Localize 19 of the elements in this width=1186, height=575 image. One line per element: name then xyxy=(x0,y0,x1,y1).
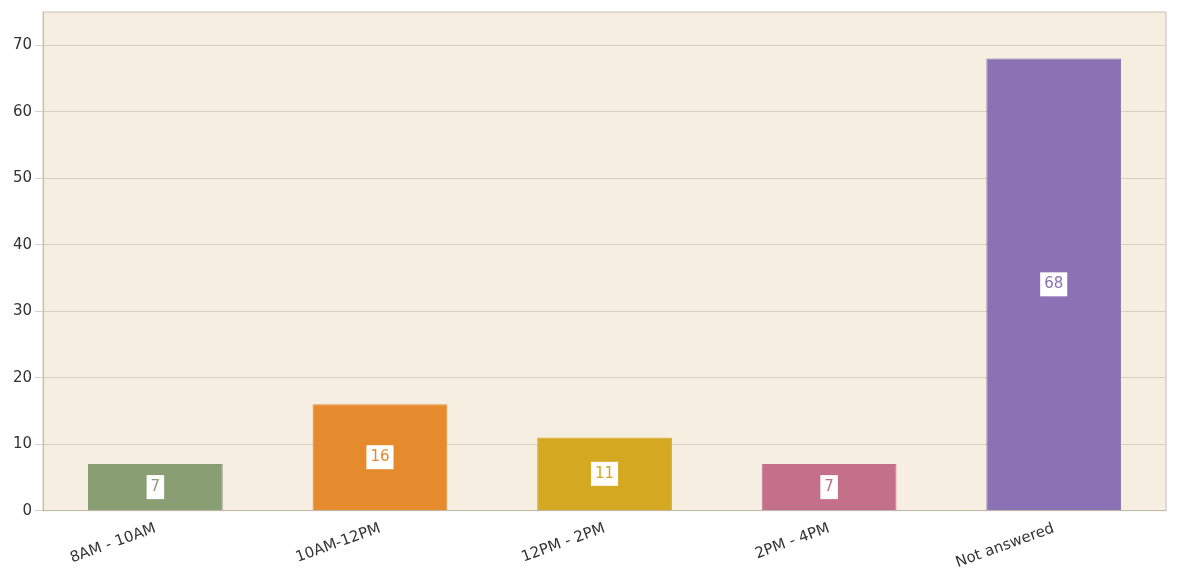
y-tick-label: 50 xyxy=(12,168,33,187)
y-tick-label: 20 xyxy=(12,367,33,386)
data-label: 11 xyxy=(595,463,615,482)
x-tick-label: 2PM - 4PM xyxy=(752,518,832,563)
y-tick-label: 30 xyxy=(12,301,33,320)
y-tick-label: 0 xyxy=(22,500,33,519)
data-label: 16 xyxy=(370,447,390,466)
data-label: 7 xyxy=(150,477,161,496)
y-tick-label: 40 xyxy=(12,234,33,253)
y-tick-label: 60 xyxy=(12,101,33,120)
bar xyxy=(986,58,1122,511)
x-tick-label: 12PM - 2PM xyxy=(518,518,608,566)
data-label: 68 xyxy=(1044,274,1064,293)
data-label: 7 xyxy=(824,477,834,496)
bar xyxy=(537,437,672,511)
y-tick-label: 70 xyxy=(12,35,33,54)
x-tick-label: 8AM - 10AM xyxy=(67,518,159,567)
bar xyxy=(312,404,448,511)
y-tick-label: 10 xyxy=(12,434,33,453)
